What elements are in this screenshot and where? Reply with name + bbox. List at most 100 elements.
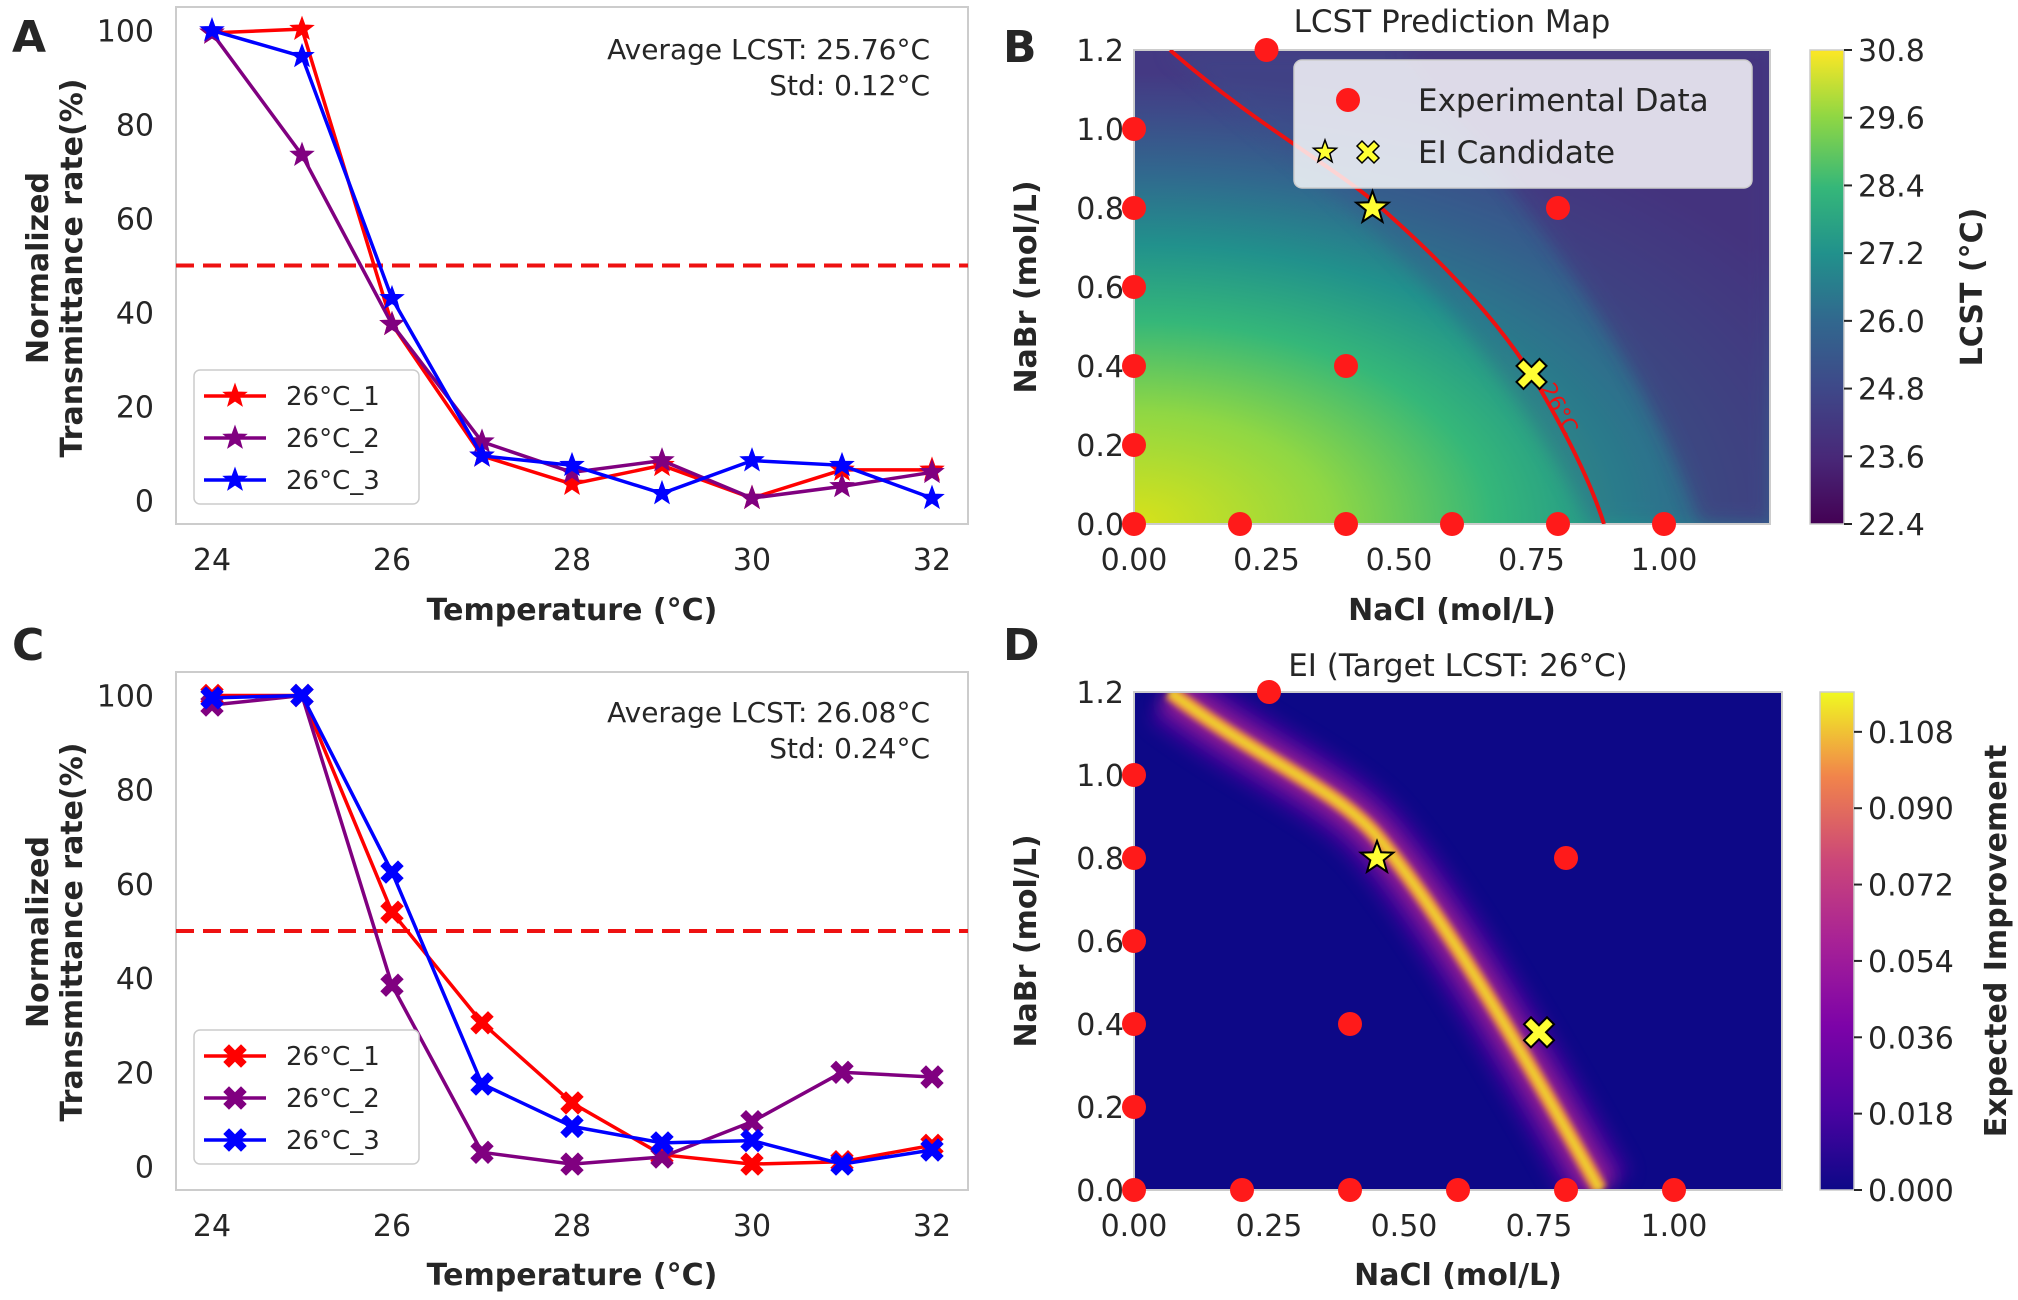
panel-a-series-2-point [919, 458, 945, 484]
panel-c-series-3-point [830, 1152, 854, 1176]
panel-a-ylabel-line2: Transmittance rate(%) [55, 78, 90, 457]
panel-a-series-3-point [469, 442, 495, 467]
colorbar-d-tick-label: 0.090 [1868, 792, 1954, 827]
panel-c-annotation-avg: Average LCST: 26.08°C [607, 696, 930, 729]
panel-c-series-3-point [380, 860, 404, 884]
legend-candidate-star-icon [1311, 137, 1339, 164]
panel-a-legend-label-3: 26°C_3 [286, 466, 380, 496]
panel-label-a: A [12, 12, 46, 63]
colorbar-b-tick-label: 26.0 [1858, 305, 1925, 340]
panel-d-experimental-point [1230, 1178, 1254, 1202]
panel-a-series-3-point [199, 17, 225, 42]
colorbar-d-tick-label: 0.072 [1868, 869, 1954, 904]
panel-a-series-3-point [829, 451, 855, 477]
panel-d-ytick-label: 1.2 [1076, 676, 1124, 711]
panel-c-series-3-point [560, 1114, 584, 1139]
panel-a-series-2-point [289, 141, 315, 166]
panel-b-xtick-label: 0.75 [1498, 543, 1565, 578]
panel-b-legend: Experimental Data EI Candidate [1293, 59, 1753, 189]
panel-c-annotation-std: Std: 0.24°C [769, 732, 930, 765]
panel-a-ylabel-line1: Normalized [21, 172, 56, 364]
panel-d-experimental-point [1554, 1178, 1578, 1202]
panel-a-xtick-label: 30 [733, 543, 771, 578]
panel-d-experimental-point [1338, 1012, 1362, 1036]
panel-b-xtick-label: 0.25 [1233, 543, 1300, 578]
panel-c-legend-label-3: 26°C_3 [286, 1126, 380, 1156]
legend-candidate-label: EI Candidate [1418, 135, 1615, 171]
panel-b-ytick-label: 0.0 [1076, 508, 1124, 543]
panel-b-experimental-point [1440, 512, 1464, 536]
panel-c-ytick-label: 100 [97, 680, 154, 715]
panel-a-legend [193, 369, 420, 505]
panel-c-series-2-point [830, 1060, 854, 1085]
panel-a-series-3-point [559, 451, 585, 477]
panel-b-ytick-label: 0.2 [1076, 429, 1124, 464]
panel-c-legend-marker-3 [223, 1128, 247, 1152]
panel-b-xlabel: NaCl (mol/L) [1348, 593, 1556, 628]
panel-a-series-3-point [919, 484, 945, 510]
panel-c-series-1-point [740, 1152, 764, 1176]
panel-a-xtick-label: 24 [193, 543, 231, 578]
panel-c-legend-marker-1 [223, 1044, 247, 1068]
panel-b-experimental-point [1652, 512, 1676, 536]
panel-a-xtick-label: 26 [373, 543, 411, 578]
panel-a-xtick-label: 28 [553, 543, 591, 578]
panel-c-series-2-point [740, 1109, 764, 1134]
panel-c-series-3-point [290, 683, 314, 708]
panel-b-experimental-point [1546, 196, 1570, 220]
panel-a-series-1-point [559, 470, 585, 495]
panel-a-ytick-label: 100 [97, 15, 154, 50]
panel-c-series-3-point [740, 1128, 764, 1153]
panel-a-xtick-label: 32 [913, 543, 951, 578]
panel-a-legend-label-2: 26°C_2 [286, 424, 380, 454]
panel-b-ylabel: NaBr (mol/L) [1009, 180, 1044, 393]
panel-d-title: EI (Target LCST: 26°C) [1288, 648, 1628, 684]
panel-c-ytick-label: 40 [116, 962, 154, 997]
colorbar-ei [1819, 691, 1855, 1191]
colorbar-b-tick-label: 28.4 [1858, 169, 1925, 204]
panel-c-legend-label-2: 26°C_2 [286, 1084, 380, 1114]
colorbar-d-tick-label: 0.018 [1868, 1098, 1954, 1133]
panel-c-series-1-point [560, 1091, 584, 1115]
panel-c-ytick-label: 60 [116, 868, 154, 903]
panel-c-legend [193, 1029, 420, 1165]
colorbar-ei-label: Expected Improvement [1979, 745, 2014, 1138]
panel-d-ytick-label: 1.0 [1076, 759, 1124, 794]
panel-c-legend-label-1: 26°C_1 [286, 1042, 380, 1072]
panel-b-experimental-point [1122, 354, 1146, 378]
panel-a-annotation-avg: Average LCST: 25.76°C [607, 33, 930, 66]
panel-a-series-3-point [649, 479, 675, 505]
panel-b-experimental-point [1334, 512, 1358, 536]
panel-a-ytick-label: 20 [116, 391, 154, 426]
panel-d-xlabel: NaCl (mol/L) [1354, 1258, 1562, 1293]
panel-d-experimental-point [1338, 1178, 1362, 1202]
panel-b-ytick-label: 1.2 [1076, 34, 1124, 69]
panel-d-ytick-label: 0.8 [1076, 842, 1124, 877]
panel-b-experimental-point [1228, 512, 1252, 536]
panel-c-series-3-point [470, 1072, 494, 1096]
panel-d-xtick-label: 0.25 [1236, 1209, 1303, 1244]
colorbar-b-tick-label: 30.8 [1858, 34, 1925, 69]
panel-label-c: C [12, 620, 44, 671]
panel-c-xtick-label: 26 [373, 1209, 411, 1244]
colorbar-d-tick-label: 0.036 [1868, 1021, 1954, 1056]
legend-experimental-marker [1336, 88, 1360, 112]
panel-b-ytick-label: 0.4 [1076, 350, 1124, 385]
colorbar-d-tick-label: 0.000 [1868, 1174, 1954, 1209]
panel-c-xtick-label: 32 [913, 1209, 951, 1244]
panel-b-title: LCST Prediction Map [1294, 4, 1611, 40]
panel-d-experimental-point [1257, 680, 1281, 704]
panel-b-xtick-label: 0.50 [1366, 543, 1433, 578]
panel-c-legend-marker-2 [223, 1086, 247, 1110]
panel-b-experimental-point [1122, 512, 1146, 536]
panel-a-xlabel: Temperature (°C) [427, 593, 718, 628]
panel-d-experimental-point [1662, 1178, 1686, 1202]
panel-c-ylabel-line2: Transmittance rate(%) [55, 742, 90, 1121]
panel-a-series-2-point [829, 472, 855, 498]
panel-d-experimental-point [1122, 846, 1146, 870]
panel-c-ytick-label: 0 [135, 1150, 154, 1185]
panel-d-ytick-label: 0.6 [1076, 925, 1124, 960]
panel-a-ytick-label: 60 [116, 203, 154, 238]
panel-c-ytick-label: 20 [116, 1056, 154, 1091]
